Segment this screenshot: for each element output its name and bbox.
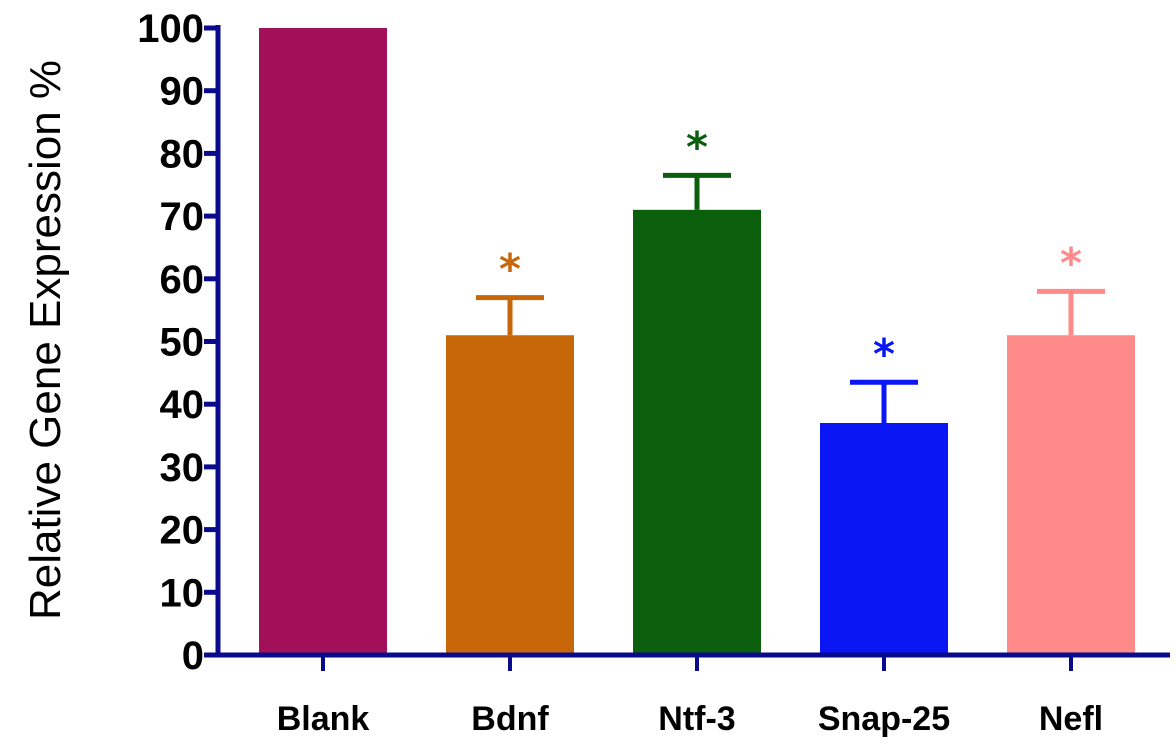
y-tick-label-30: 30: [160, 446, 205, 490]
y-tick-label-90: 90: [160, 70, 205, 114]
y-tick-label-10: 10: [160, 571, 205, 615]
significance-marker-bdnf: *: [499, 245, 521, 294]
x-tick-label-bdnf: Bdnf: [471, 700, 549, 738]
x-tick-label-ntf-3: Ntf-3: [658, 700, 735, 738]
y-tick-label-100: 100: [137, 7, 204, 51]
bar-blank: [259, 28, 387, 655]
y-tick-label-0: 0: [182, 634, 204, 678]
y-tick-label-80: 80: [160, 132, 205, 176]
x-tick-label-nefl: Nefl: [1039, 700, 1103, 738]
x-tick-label-snap-25: Snap-25: [818, 700, 950, 738]
y-tick-label-40: 40: [160, 383, 205, 427]
bars-layer: [259, 28, 1135, 655]
y-axis-label: Relative Gene Expression %: [21, 60, 70, 620]
bar-ntf-3: [633, 209, 761, 655]
axes-layer: [204, 25, 1170, 671]
y-tick-label-60: 60: [160, 258, 205, 302]
y-tick-label-50: 50: [160, 321, 205, 365]
y-tick-label-20: 20: [160, 509, 205, 553]
significance-marker-ntf-3: *: [686, 122, 708, 171]
x-tick-label-blank: Blank: [277, 700, 370, 738]
significance-marker-snap-25: *: [873, 329, 895, 378]
y-tick-label-70: 70: [160, 195, 205, 239]
labels-layer: Blank * Bdnf * Ntf-3 * Snap-25 * Nefl 0 10 20 30 40 50…: [137, 7, 1103, 738]
bar-snap-25: [820, 423, 948, 655]
bar-bdnf: [446, 335, 574, 655]
bar-nefl: [1007, 335, 1135, 655]
significance-marker-nefl: *: [1060, 238, 1082, 287]
